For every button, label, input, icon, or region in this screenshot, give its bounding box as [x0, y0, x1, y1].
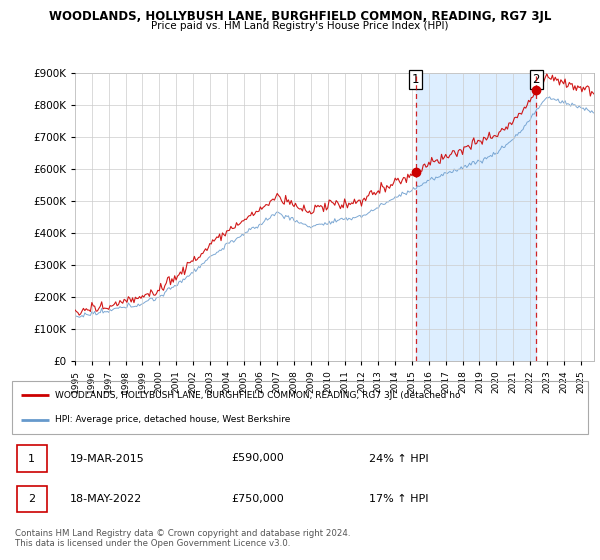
Text: WOODLANDS, HOLLYBUSH LANE, BURGHFIELD COMMON, READING, RG7 3JL: WOODLANDS, HOLLYBUSH LANE, BURGHFIELD CO… — [49, 10, 551, 22]
Text: 1: 1 — [28, 454, 35, 464]
Text: 18-MAY-2022: 18-MAY-2022 — [70, 494, 142, 505]
Text: £750,000: £750,000 — [231, 494, 284, 505]
Text: 17% ↑ HPI: 17% ↑ HPI — [369, 494, 428, 505]
Bar — [416, 73, 536, 361]
Text: 19-MAR-2015: 19-MAR-2015 — [70, 454, 145, 464]
Text: £590,000: £590,000 — [231, 454, 284, 464]
Text: 2: 2 — [533, 73, 540, 86]
Text: 1: 1 — [412, 73, 419, 86]
Text: This data is licensed under the Open Government Licence v3.0.: This data is licensed under the Open Gov… — [15, 539, 290, 548]
Text: Contains HM Land Registry data © Crown copyright and database right 2024.: Contains HM Land Registry data © Crown c… — [15, 529, 350, 538]
Text: WOODLANDS, HOLLYBUSH LANE, BURGHFIELD COMMON, READING, RG7 3JL (detached ho: WOODLANDS, HOLLYBUSH LANE, BURGHFIELD CO… — [55, 391, 461, 400]
Text: 24% ↑ HPI: 24% ↑ HPI — [369, 454, 429, 464]
Bar — [17, 486, 47, 512]
Bar — [17, 446, 47, 472]
Text: Price paid vs. HM Land Registry's House Price Index (HPI): Price paid vs. HM Land Registry's House … — [151, 21, 449, 31]
Text: HPI: Average price, detached house, West Berkshire: HPI: Average price, detached house, West… — [55, 415, 290, 424]
Text: 2: 2 — [28, 494, 35, 505]
